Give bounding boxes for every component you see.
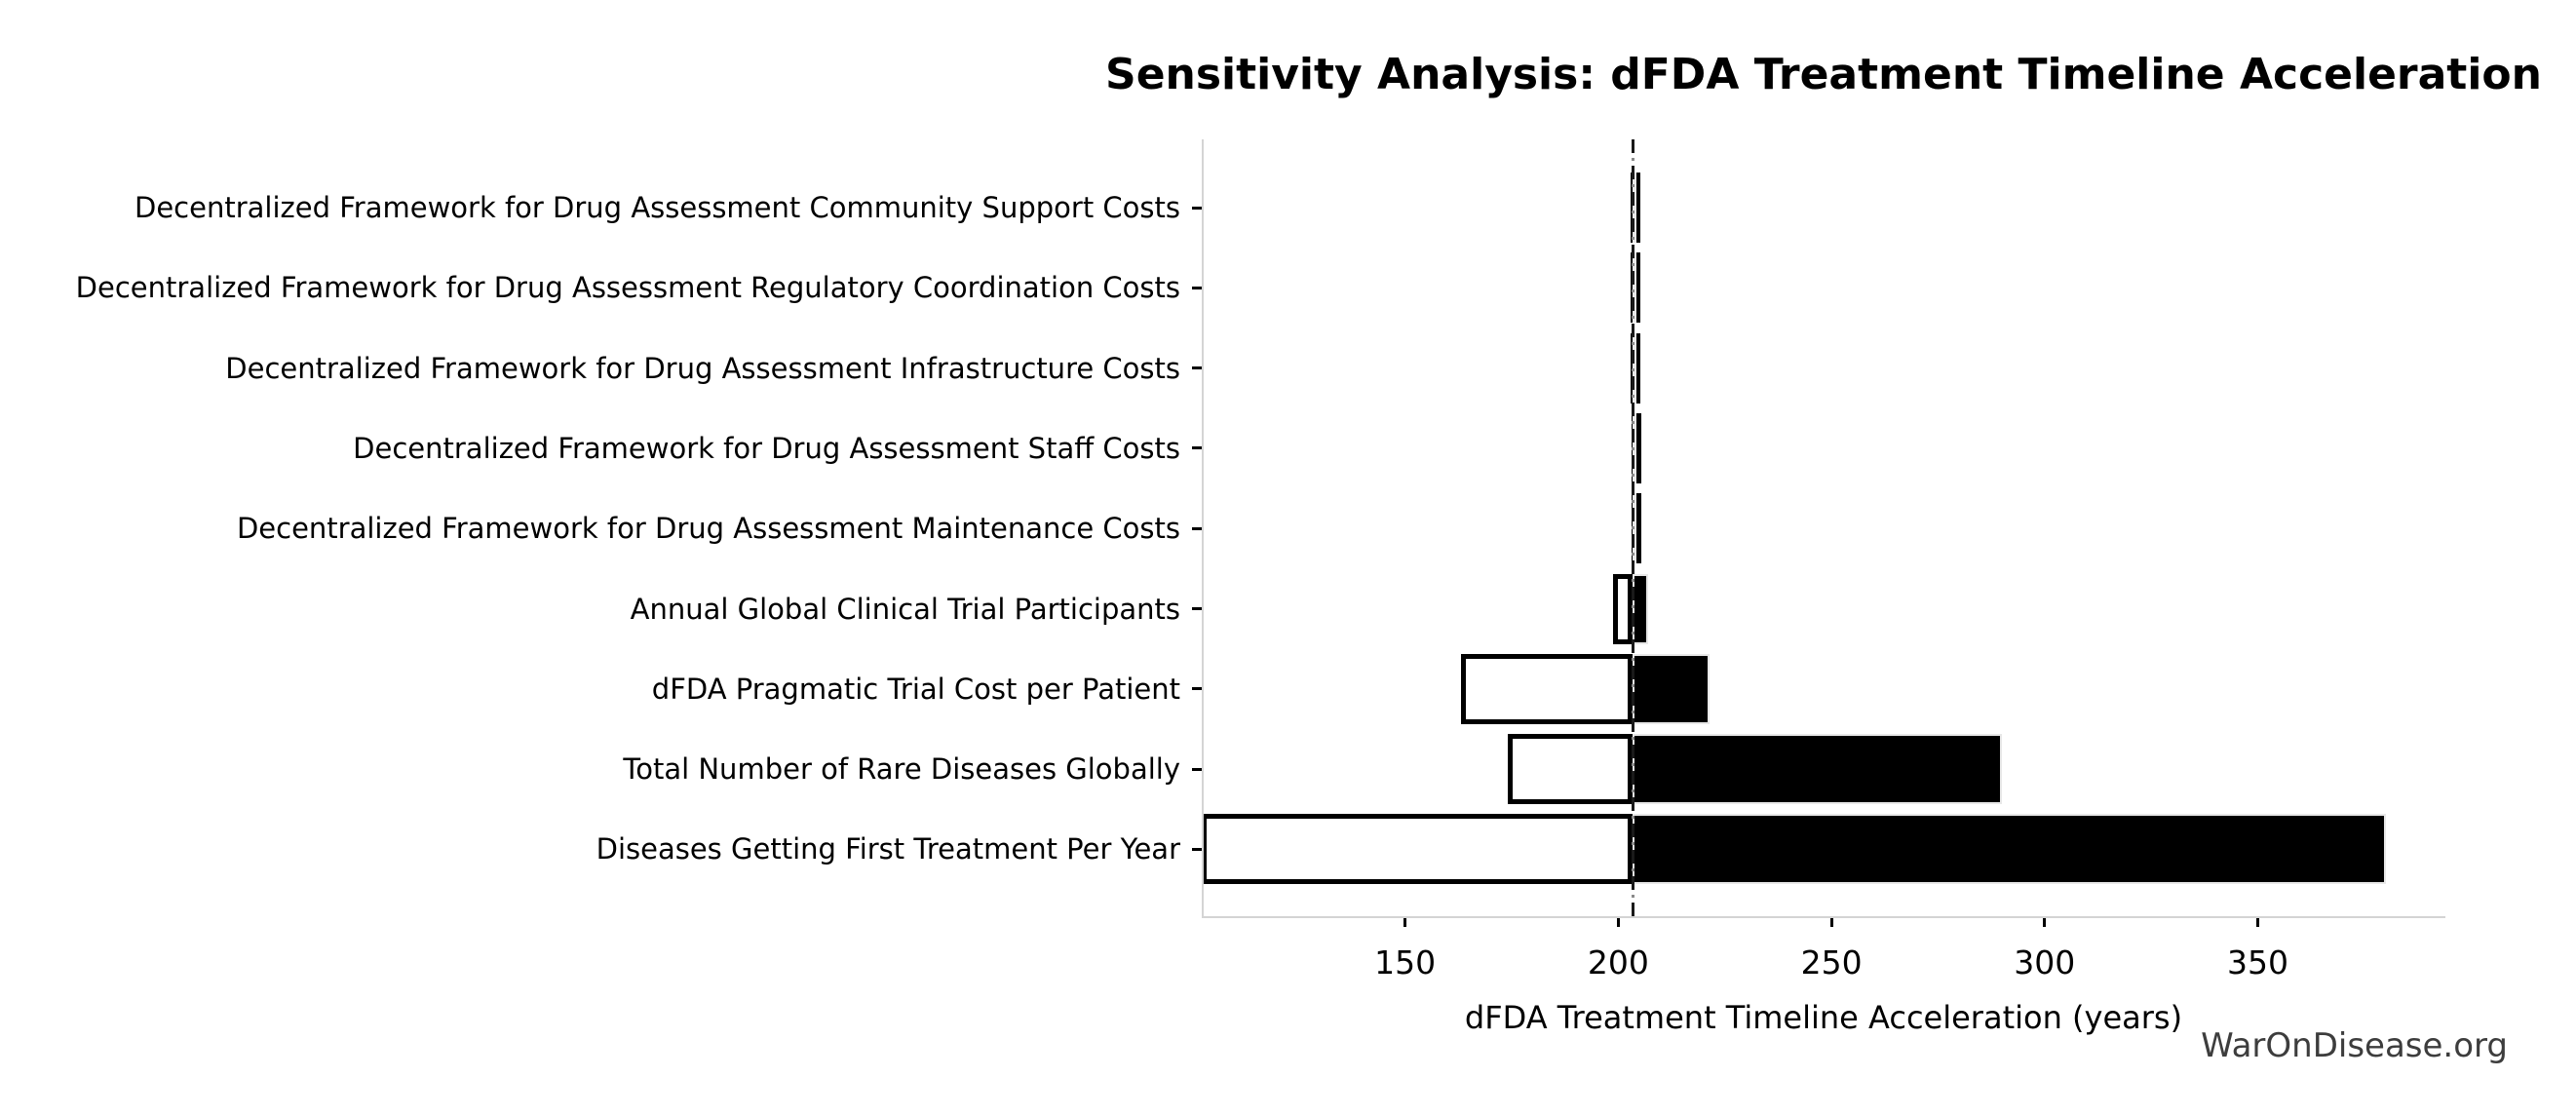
y-tick-mark (1192, 366, 1202, 370)
x-axis-spine (1202, 916, 2445, 918)
x-axis-title: dFDA Treatment Timeline Acceleration (ye… (1464, 999, 2183, 1036)
high-scenario-bar (1633, 573, 1648, 644)
y-axis-label: Decentralized Framework for Drug Assessm… (236, 512, 1180, 546)
baseline-reference-line (1631, 139, 1634, 916)
x-tick-label: 150 (1374, 943, 1437, 981)
x-tick-label: 250 (1800, 943, 1863, 981)
y-tick-mark (1192, 446, 1202, 450)
y-axis-label: Decentralized Framework for Drug Assessm… (353, 431, 1180, 465)
y-tick-mark (1192, 687, 1202, 691)
x-tick-mark (1829, 916, 1833, 927)
y-axis-label: Decentralized Framework for Drug Assessm… (135, 191, 1180, 224)
y-axis-label: Decentralized Framework for Drug Assessm… (225, 351, 1180, 385)
y-tick-mark (1192, 607, 1202, 610)
y-tick-mark (1192, 847, 1202, 851)
x-tick-mark (2256, 916, 2260, 927)
chart-title: Sensitivity Analysis: dFDA Treatment Tim… (1105, 50, 2542, 99)
y-axis-label: Annual Global Clinical Trial Participant… (630, 592, 1180, 626)
y-tick-mark (1192, 206, 1202, 210)
watermark-text: WarOnDisease.org (2201, 1026, 2508, 1065)
x-tick-mark (1403, 916, 1407, 927)
y-axis-label: Decentralized Framework for Drug Assessm… (75, 271, 1180, 305)
high-scenario-bar (1633, 734, 2003, 805)
low-scenario-bar (1460, 653, 1634, 724)
low-scenario-bar (1613, 573, 1634, 644)
x-tick-label: 200 (1587, 943, 1649, 981)
y-tick-mark (1192, 767, 1202, 771)
y-axis-label: dFDA Pragmatic Trial Cost per Patient (651, 672, 1180, 706)
y-axis-spine (1202, 139, 1204, 916)
y-tick-mark (1192, 526, 1202, 530)
high-scenario-bar (1633, 653, 1711, 724)
x-tick-mark (2043, 916, 2047, 927)
low-scenario-bar (1202, 814, 1634, 885)
x-tick-mark (1616, 916, 1620, 927)
high-scenario-bar (1633, 814, 2386, 885)
x-tick-label: 350 (2227, 943, 2289, 981)
y-axis-label: Total Number of Rare Diseases Globally (623, 752, 1180, 787)
y-tick-mark (1192, 286, 1202, 289)
low-scenario-bar (1507, 734, 1634, 805)
x-tick-label: 300 (2014, 943, 2076, 981)
y-axis-label: Diseases Getting First Treatment Per Yea… (596, 832, 1180, 866)
